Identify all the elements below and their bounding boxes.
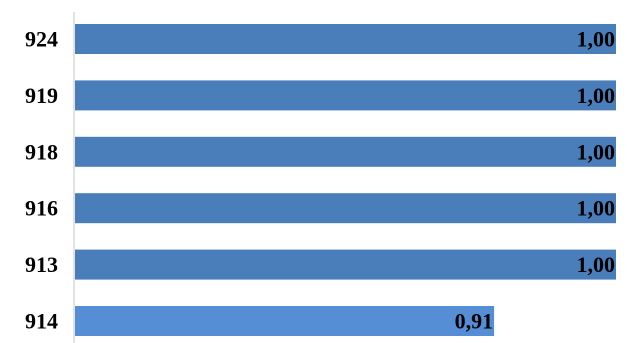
category-label-924: 924 (25, 27, 58, 52)
bar-919 (75, 80, 616, 111)
value-label-913: 1,00 (577, 252, 616, 277)
bar-916 (75, 193, 616, 224)
bar-914 (75, 306, 495, 336)
category-label-918: 918 (25, 139, 58, 164)
bars-group (75, 24, 616, 336)
bar-924 (75, 24, 616, 54)
value-labels-group: 1,00 1,00 1,00 1,00 1,00 0,91 (455, 27, 615, 334)
category-label-914: 914 (25, 309, 58, 334)
value-label-924: 1,00 (577, 27, 616, 52)
category-label-919: 919 (25, 83, 58, 108)
value-label-919: 1,00 (577, 83, 616, 108)
category-labels-group: 924 919 918 916 913 914 (25, 27, 58, 334)
bar-918 (75, 136, 616, 167)
value-label-914: 0,91 (455, 309, 494, 334)
value-label-918: 1,00 (577, 139, 616, 164)
category-label-916: 916 (25, 196, 58, 221)
category-label-913: 913 (25, 252, 58, 277)
bar-913 (75, 249, 616, 280)
value-label-916: 1,00 (577, 196, 616, 221)
